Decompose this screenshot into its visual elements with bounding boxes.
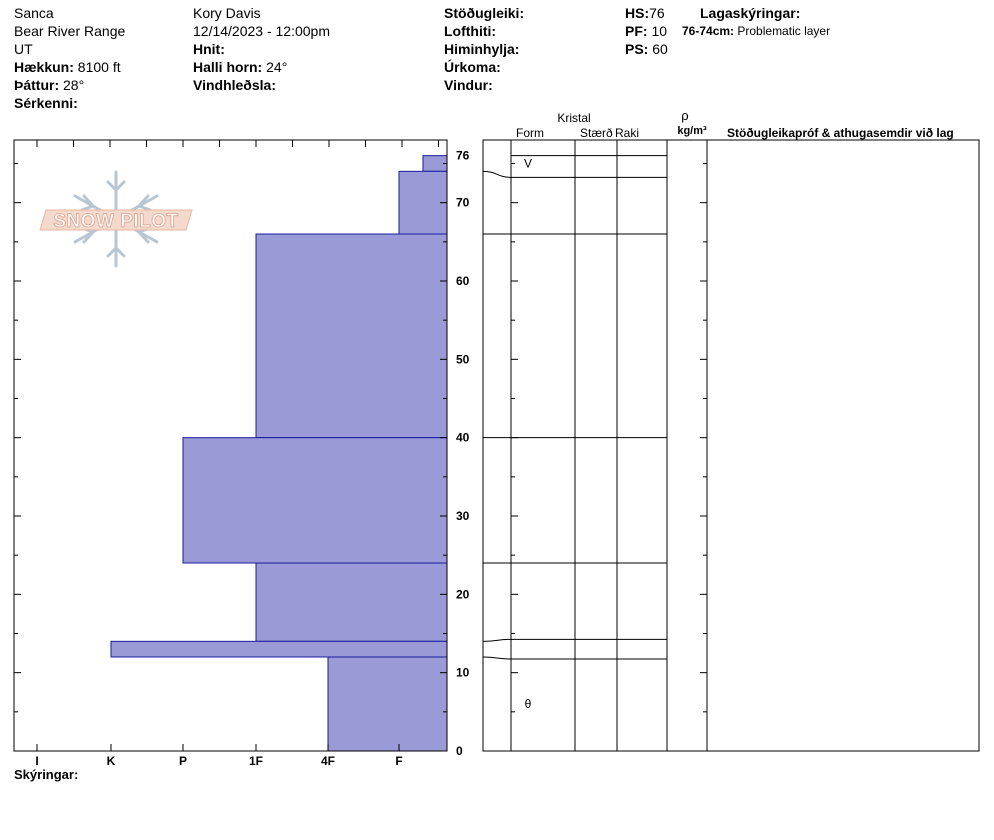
hardness-tick-label: 4F [321, 754, 335, 768]
height-tick-label: 70 [456, 196, 470, 210]
pf-value: 10 [651, 23, 668, 39]
precip-row: Úrkoma: [444, 58, 524, 76]
hardness-tick-label: F [395, 754, 402, 768]
height-tick-label: 0 [456, 744, 463, 758]
height-tick-label: 30 [456, 509, 470, 523]
rho-header: ρ [681, 108, 688, 123]
features-row: Sérkenni: [14, 94, 125, 112]
air-temp-row: Lofthiti: [444, 22, 524, 40]
coords-row: Hnit: [193, 40, 330, 58]
hardness-bar-4 [255, 562, 448, 642]
wind-row: Vindur: [444, 76, 524, 94]
height-tick-label: 20 [456, 587, 470, 601]
wind-loading-row: Vindhleðsla: [193, 76, 330, 94]
wind-loading-label: Vindhleðsla: [193, 77, 276, 93]
ps-row: PS: 60 [625, 40, 668, 58]
hardness-plot-frame [13, 139, 448, 752]
layer-table-frame [482, 139, 980, 752]
hardness-tick-label: I [35, 754, 38, 768]
sky-label: Himinhylja: [444, 41, 520, 57]
sky-row: Himinhylja: [444, 40, 524, 58]
stability-label: Stöðugleiki: [444, 5, 525, 21]
observation-datetime: 12/14/2023 - 12:00pm [193, 23, 330, 39]
form-header: Form [516, 126, 544, 140]
height-tick-label: 40 [456, 431, 470, 445]
hardness-tick-label: K [107, 754, 116, 768]
layer-boundary-lines [482, 155, 667, 660]
tests-header: Stöðugleikapróf & athugasemdir við lag [727, 126, 954, 140]
observer-name: Kory Davis [193, 5, 261, 21]
aspect-label: Þáttur: [14, 77, 60, 93]
table-ticks [511, 163, 707, 752]
wind-label: Vindur: [444, 77, 493, 93]
hardness-tick-label: 1F [249, 754, 263, 768]
snowpilot-logo: SNOW PILOT [39, 170, 193, 268]
legend-label: Skýringar: [14, 767, 78, 782]
state-name: UT [14, 41, 33, 57]
hardness-bar-5 [110, 640, 448, 658]
stability-row: Stöðugleiki: [444, 4, 524, 22]
layer-note-range: 76-74cm: [682, 24, 735, 38]
height-tick-label: 50 [456, 352, 470, 366]
layer-connector [482, 638, 512, 642]
elevation-row: Hækkun: 8100 ft [14, 58, 125, 76]
grain-symbol: θ [525, 697, 532, 711]
layer-connector [482, 656, 512, 660]
hardness-axis: I K P 1F 4F F [35, 744, 403, 768]
slope-value: 24° [266, 59, 288, 75]
top-axis-ticks [36, 140, 439, 147]
grain-symbol: V [524, 157, 532, 171]
elevation-label: Hækkun: [14, 59, 74, 75]
precip-label: Úrkoma: [444, 59, 501, 75]
hs-row: HS:76 [625, 4, 668, 22]
hs-value: 76 [649, 5, 665, 21]
crystal-header: Kristal [557, 111, 590, 125]
hardness-tick-label: P [179, 754, 187, 768]
aspect-row: Þáttur: 28° [14, 76, 125, 94]
hardness-bar-6 [327, 656, 448, 752]
range-name: Bear River Range [14, 23, 126, 39]
height-tick-label: 60 [456, 274, 470, 288]
hardness-bar-3 [182, 437, 448, 564]
density-header: kg/m³ [677, 125, 707, 137]
layer-notes-row: Lagaskýringar: [700, 4, 800, 22]
pf-row: PF: 10 [625, 22, 668, 40]
height-axis: 0 10 20 30 40 50 60 70 76 [14, 149, 470, 758]
hardness-bars [110, 155, 448, 752]
air-temp-label: Lofthiti: [444, 23, 497, 39]
size-header: Stærð [580, 126, 613, 140]
grain-symbols: Vθ [524, 157, 532, 712]
slope-row: Halli horn: 24° [193, 58, 330, 76]
layer-table: Vθ [482, 139, 980, 752]
elevation-value: 8100 ft [77, 59, 121, 75]
ps-value: 60 [652, 41, 668, 57]
pf-label: PF: [625, 23, 648, 39]
coords-label: Hnit: [193, 41, 225, 57]
hs-label: HS: [625, 5, 650, 21]
layer-notes-label: Lagaskýringar: [700, 5, 801, 21]
logo-text: SNOW PILOT [53, 211, 178, 232]
layer-note-text: Problematic layer [737, 24, 831, 38]
layer-connector [482, 170, 512, 178]
location-name: Sanca [14, 5, 54, 21]
features-label: Sérkenni: [14, 95, 78, 111]
aspect-value: 28° [63, 77, 85, 93]
moisture-header: Raki [615, 126, 639, 140]
height-tick-label: 76 [456, 149, 470, 163]
ps-label: PS: [625, 41, 649, 57]
height-tick-label: 10 [456, 666, 470, 680]
hardness-bar-2 [255, 233, 448, 439]
slope-label: Halli horn: [193, 59, 263, 75]
hardness-bar-1 [398, 170, 448, 235]
